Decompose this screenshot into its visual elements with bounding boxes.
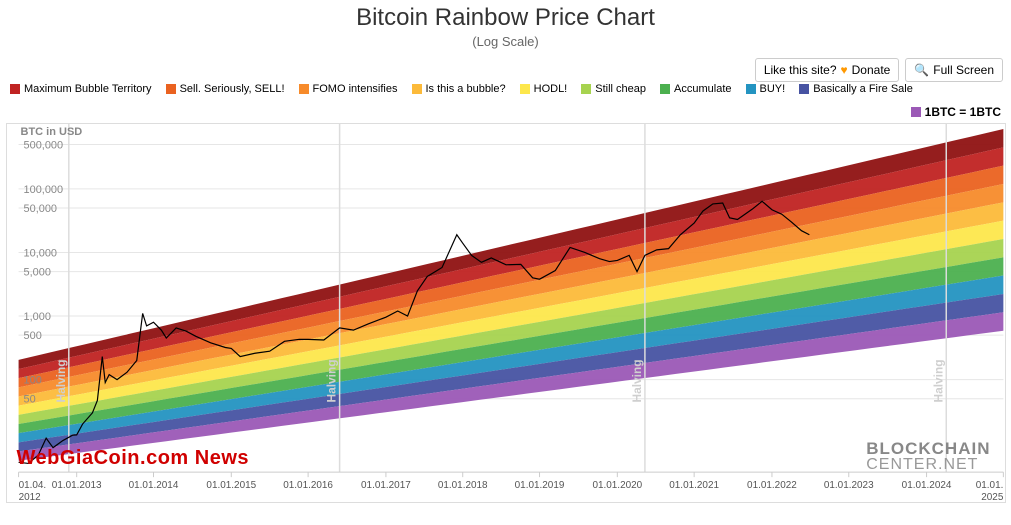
- y-tick-label: 50: [23, 394, 35, 406]
- x-tick-label: 01.04.: [18, 480, 46, 491]
- watermark-blockchaincenter: BLOCKCHAIN CENTER.NET: [866, 441, 990, 472]
- y-tick-label: 500,000: [23, 139, 63, 151]
- y-tick-label: 50,000: [23, 203, 56, 215]
- toolbar: Like this site? ♥ Donate 🔍 Full Screen: [755, 58, 1003, 82]
- legend-label: Is this a bubble?: [426, 83, 506, 95]
- legend-swatch: [520, 84, 530, 94]
- x-tick-label: 01.01.2016: [283, 480, 333, 491]
- y-tick-label: 100: [23, 375, 41, 387]
- legend-label: Still cheap: [595, 83, 646, 95]
- legend-item[interactable]: Maximum Bubble Territory: [10, 83, 152, 95]
- chart-title: Bitcoin Rainbow Price Chart: [0, 4, 1011, 32]
- x-tick-label: 01.01.2017: [361, 480, 411, 491]
- x-tick-label: 01.01.2015: [206, 480, 256, 491]
- like-text: Like this site?: [764, 63, 837, 77]
- x-tick-label: 2025: [981, 492, 1004, 502]
- fullscreen-text: Full Screen: [933, 63, 994, 77]
- legend-item[interactable]: Sell. Seriously, SELL!: [166, 83, 285, 95]
- legend-swatch: [911, 107, 921, 117]
- x-tick-label: 01.01.2024: [901, 480, 951, 491]
- legend-swatch: [746, 84, 756, 94]
- legend-label: BUY!: [760, 83, 786, 95]
- y-tick-label: 1,000: [23, 311, 50, 323]
- legend-swatch: [299, 84, 309, 94]
- legend: Maximum Bubble Territory Sell. Seriously,…: [0, 77, 1011, 123]
- legend-label: Basically a Fire Sale: [813, 83, 913, 95]
- chart-container: BTC in USD Halving Halving Halving Halving 5…: [6, 123, 1006, 503]
- halving-label: Halving: [931, 359, 945, 402]
- x-tick-label: 01.01.2021: [669, 480, 719, 491]
- legend-swatch: [10, 84, 20, 94]
- legend-item[interactable]: HODL!: [520, 83, 568, 95]
- x-tick-label: 01.01.2022: [747, 480, 797, 491]
- halving-label: Halving: [53, 359, 67, 402]
- x-tick-label: 01.01.2013: [51, 480, 101, 491]
- rainbow-chart: Halving Halving Halving Halving 50 100 500 1,00…: [7, 124, 1005, 502]
- fullscreen-button[interactable]: 🔍 Full Screen: [905, 58, 1003, 82]
- legend-item[interactable]: Accumulate: [660, 83, 731, 95]
- x-tick-label: 01.01.: [975, 480, 1003, 491]
- legend-item[interactable]: Still cheap: [581, 83, 646, 95]
- y-tick-label: 5,000: [23, 267, 50, 279]
- legend-swatch: [581, 84, 591, 94]
- legend-label: Maximum Bubble Territory: [24, 83, 152, 95]
- y-tick-label: 500: [23, 330, 41, 342]
- legend-swatch: [412, 84, 422, 94]
- legend-swatch: [660, 84, 670, 94]
- legend-label: HODL!: [534, 83, 568, 95]
- x-tick-label: 01.01.2020: [592, 480, 642, 491]
- legend-label: FOMO intensifies: [313, 83, 398, 95]
- y-tick-label: 100,000: [23, 184, 63, 196]
- legend-item[interactable]: BUY!: [746, 83, 786, 95]
- x-tick-label: 01.01.2019: [514, 480, 564, 491]
- legend-label: 1BTC = 1BTC: [925, 105, 1001, 119]
- legend-label: Sell. Seriously, SELL!: [180, 83, 285, 95]
- chart-subtitle: (Log Scale): [0, 34, 1011, 49]
- donate-text: Donate: [852, 63, 891, 77]
- x-tick-label: 01.01.2014: [128, 480, 178, 491]
- legend-item[interactable]: Is this a bubble?: [412, 83, 506, 95]
- legend-item[interactable]: FOMO intensifies: [299, 83, 398, 95]
- x-tick-label: 2012: [18, 492, 41, 502]
- legend-item-special[interactable]: 1BTC = 1BTC: [911, 105, 1001, 119]
- watermark-webgiacoin: WebGiaCoin.com News: [17, 447, 250, 470]
- halving-label: Halving: [629, 359, 643, 402]
- magnify-icon: 🔍: [914, 63, 929, 77]
- y-axis-title: BTC in USD: [21, 126, 83, 138]
- x-tick-label: 01.01.2018: [437, 480, 487, 491]
- legend-swatch: [799, 84, 809, 94]
- legend-item[interactable]: Basically a Fire Sale: [799, 83, 913, 95]
- legend-swatch: [166, 84, 176, 94]
- donate-button[interactable]: Like this site? ♥ Donate: [755, 58, 900, 82]
- x-tick-label: 01.01.2023: [823, 480, 873, 491]
- halving-label: Halving: [324, 359, 338, 402]
- y-tick-label: 10,000: [23, 247, 56, 259]
- heart-icon: ♥: [841, 63, 848, 77]
- legend-label: Accumulate: [674, 83, 731, 95]
